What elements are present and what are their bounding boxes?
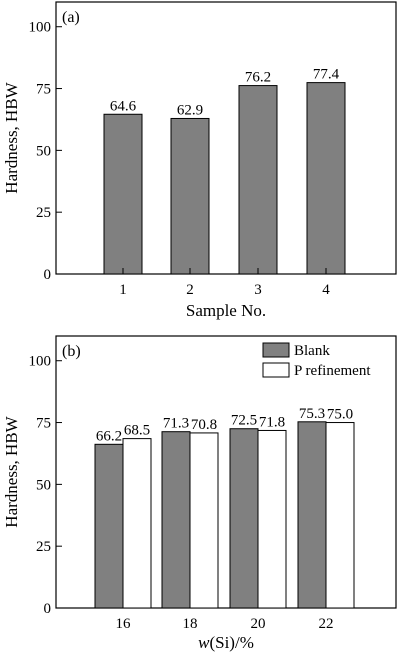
x-tick-label: 18	[183, 616, 198, 632]
y-tick-label: 25	[36, 205, 51, 221]
bar-p-refinement	[122, 438, 152, 609]
y-tick-label: 75	[36, 416, 51, 432]
y-tick-label: 0	[44, 267, 52, 283]
x-axis-title-b-italic: w	[198, 633, 210, 652]
bar	[170, 117, 210, 275]
data-label: 70.8	[191, 417, 217, 433]
legend-label-blank: Blank	[294, 343, 330, 359]
bar-p-refinement	[189, 432, 219, 609]
data-label: 77.4	[313, 67, 340, 83]
data-label: 64.6	[110, 98, 137, 114]
y-tick-label: 50	[36, 477, 51, 493]
x-axis-b: 16 18 20 22	[116, 602, 334, 632]
data-label: 76.2	[245, 70, 271, 86]
x-axis-title-b-rest: (Si)/%	[209, 633, 253, 652]
x-tick-label: 20	[251, 616, 266, 632]
y-tick-label: 25	[36, 539, 51, 555]
data-label: 75.3	[299, 406, 325, 422]
panel-label-b: (b)	[62, 343, 81, 360]
bar-p-refinement	[325, 422, 355, 609]
y-axis-b: 0 25 50 75 100	[29, 354, 62, 617]
data-label: 66.2	[96, 428, 122, 444]
x-axis-title-b: w(Si)/%	[198, 633, 254, 652]
y-axis-title-a: Hardness, HBW	[2, 81, 21, 193]
y-tick-label: 0	[44, 601, 52, 617]
bar-blank	[229, 428, 259, 609]
chart-b: (b) 0 25 50 75 100 66.2 71.3 72.5 75.3 68.5 70.8 7…	[2, 335, 397, 652]
bar-blank	[161, 431, 191, 609]
x-axis-title-a: Sample No.	[186, 301, 266, 320]
x-tick-label: 16	[116, 616, 132, 632]
x-tick-label: 3	[254, 282, 262, 298]
chart-a: (a) 0 25 50 75 100 64.6 62.9 76.2 77.4 1 2 3 4 Har…	[2, 1, 397, 320]
y-axis-a: 0 25 50 75 100	[29, 20, 62, 283]
bar-blank	[94, 443, 124, 609]
y-tick-label: 50	[36, 143, 51, 159]
legend-label-p-refinement: P refinement	[294, 363, 371, 379]
bar	[238, 85, 278, 275]
legend-swatch-blank	[262, 342, 290, 358]
bar-blank	[297, 421, 327, 609]
plot-frame-a	[55, 1, 397, 275]
bar	[103, 113, 143, 275]
x-tick-label: 22	[319, 616, 334, 632]
data-label: 71.3	[163, 416, 189, 432]
bar-p-refinement	[257, 429, 287, 609]
data-label: 72.5	[231, 413, 257, 429]
x-tick-label: 2	[186, 282, 194, 298]
data-label: 62.9	[177, 102, 203, 118]
y-axis-title-b: Hardness, HBW	[2, 415, 21, 527]
y-tick-label: 100	[29, 354, 52, 370]
legend-b: Blank P refinement	[262, 342, 371, 379]
plot-frame-b	[55, 335, 397, 609]
bar	[306, 82, 346, 275]
y-tick-label: 75	[36, 82, 51, 98]
bars-b: 66.2 71.3 72.5 75.3 68.5 70.8 71.8 75.0	[94, 406, 355, 609]
x-tick-label: 4	[322, 282, 330, 298]
x-axis-a: 1 2 3 4	[119, 268, 330, 298]
y-tick-label: 100	[29, 20, 52, 36]
data-label: 75.0	[327, 407, 353, 423]
data-label: 68.5	[124, 423, 150, 439]
x-tick-label: 1	[119, 282, 127, 298]
legend-swatch-p-refinement	[262, 362, 290, 378]
data-label: 71.8	[259, 414, 285, 430]
panel-label-a: (a)	[62, 9, 80, 26]
bars-a: 64.6 62.9 76.2 77.4	[103, 67, 346, 275]
